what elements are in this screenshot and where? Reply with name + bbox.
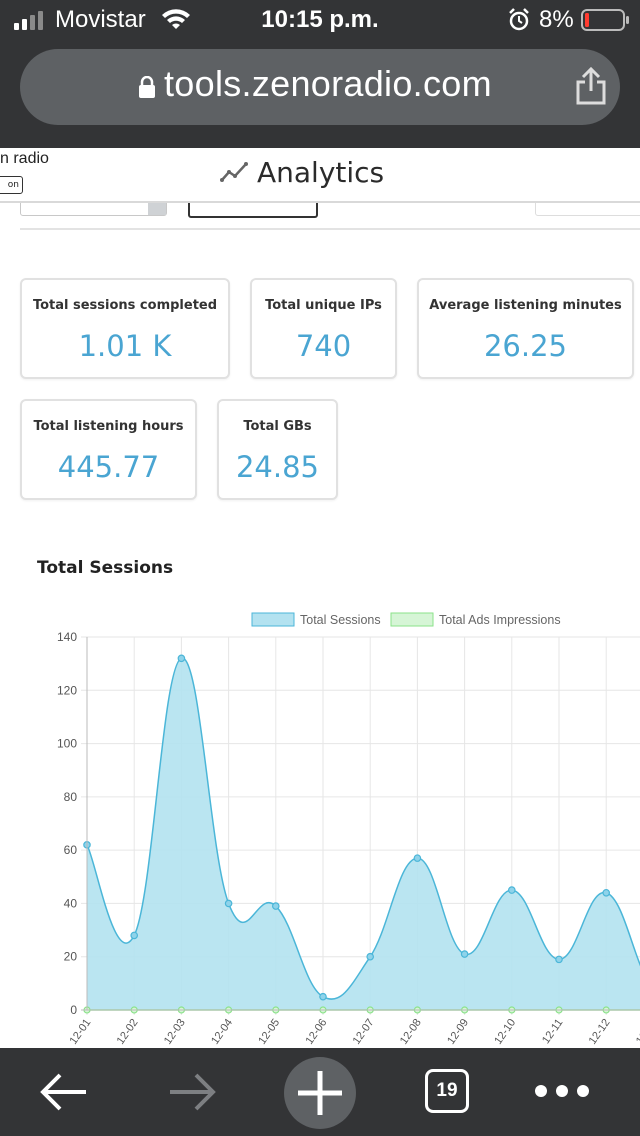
sessions-point (460, 950, 469, 958)
stat-value: 740 (295, 329, 352, 363)
section-title: Total Sessions (37, 558, 174, 578)
x-tick-label: 12-04 (209, 1017, 235, 1047)
sessions-point (177, 654, 186, 663)
sessions-point (224, 899, 233, 908)
y-tick-label: 140 (57, 630, 77, 644)
stat-card-sessions: Total sessions completed 1.01 K (20, 278, 230, 379)
x-tick-label: 12-08 (398, 1017, 424, 1047)
legend-label: Total Sessions (300, 613, 381, 627)
wifi-icon (162, 9, 190, 29)
carrier-name: Movistar (55, 6, 146, 33)
x-tick-label: 12-07 (351, 1017, 377, 1047)
battery-icon (581, 9, 629, 31)
legend-label: Total Ads Impressions (439, 613, 561, 627)
x-tick-label: 12-01 (67, 1017, 93, 1047)
stat-label: Total sessions completed (32, 298, 218, 313)
y-tick-label: 80 (64, 790, 78, 804)
lock-icon (139, 76, 155, 98)
back-arrow-icon[interactable] (38, 1070, 90, 1114)
browser-bottom-toolbar: 19 (0, 1048, 640, 1136)
x-tick-label: 12-12 (587, 1017, 613, 1047)
url-text: tools.zenoradio.com (164, 63, 492, 104)
stat-card-total-gbs: Total GBs 24.85 (217, 399, 338, 500)
status-bar: Movistar 10:15 p.m. 8% (0, 0, 640, 44)
cellular-signal-icon (14, 11, 43, 30)
alarm-icon (509, 8, 529, 31)
stat-card-listening-hours: Total listening hours 445.77 (20, 399, 197, 500)
sessions-point (602, 888, 611, 897)
sessions-point (413, 854, 422, 862)
sessions-point (130, 931, 139, 940)
stat-label: Total listening hours (33, 419, 184, 434)
sessions-point (319, 992, 327, 1001)
y-tick-label: 20 (64, 950, 78, 964)
y-tick-label: 40 (64, 896, 78, 910)
total-sessions-chart: 0 20 40 60 80 100 120 140 12-01 12-02 12-03 12-04 12… (57, 612, 640, 1047)
x-tick-label: 12-10 (492, 1017, 518, 1047)
x-tick-label: 12-13 (634, 1017, 640, 1047)
sessions-point (555, 955, 563, 964)
sessions-area (87, 658, 640, 1010)
web-page: n radio on Analytics Total sessions comp… (0, 148, 640, 1048)
page-title: Analytics (257, 156, 385, 189)
y-tick-label: 60 (64, 843, 78, 857)
x-tick-label: 12-05 (256, 1017, 282, 1047)
stat-card-avg-minutes: Average listening minutes 26.25 (417, 278, 634, 379)
y-tick-label: 0 (70, 1003, 77, 1017)
brand-name[interactable]: n radio (0, 150, 49, 167)
divider (20, 228, 640, 230)
x-tick-label: 12-02 (115, 1017, 141, 1047)
stat-value: 1.01 K (78, 329, 172, 363)
stat-label: Total GBs (243, 419, 312, 434)
y-tick-label: 120 (57, 683, 77, 697)
analytics-trend-icon (220, 162, 248, 182)
tabs-button[interactable]: 19 (425, 1069, 469, 1113)
stat-label: Average listening minutes (429, 298, 622, 313)
brand-badge[interactable]: on (0, 176, 23, 194)
stat-label: Total unique IPs (265, 298, 382, 313)
stat-card-unique-ips: Total unique IPs 740 (250, 278, 397, 379)
site-header: n radio on Analytics (0, 148, 640, 203)
new-tab-button[interactable] (284, 1057, 356, 1129)
legend-swatch (251, 612, 295, 627)
y-tick-label: 100 (57, 737, 77, 751)
address-bar[interactable]: tools.zenoradio.com (20, 49, 620, 125)
battery-percent: 8% (539, 6, 574, 33)
plus-icon (298, 1071, 342, 1115)
browser-top-chrome: Movistar 10:15 p.m. 8% tools.zenoradio.c… (0, 0, 640, 148)
sessions-point (507, 886, 516, 894)
sessions-line (86, 657, 640, 1000)
stat-value: 24.85 (235, 450, 320, 484)
x-tick-label: 12-09 (445, 1017, 471, 1047)
forward-arrow-icon[interactable] (166, 1070, 218, 1114)
share-icon[interactable] (573, 66, 609, 106)
x-tick-label: 12-06 (303, 1017, 329, 1047)
legend-swatch (390, 612, 434, 627)
stat-value: 26.25 (483, 329, 568, 363)
more-options-icon[interactable] (533, 1083, 591, 1099)
stat-value: 445.77 (57, 450, 160, 484)
sessions-point (271, 902, 280, 910)
x-tick-label: 12-11 (540, 1017, 566, 1046)
sessions-point (366, 952, 375, 961)
clock: 10:15 p.m. (261, 6, 379, 33)
x-tick-label: 12-03 (162, 1017, 188, 1047)
